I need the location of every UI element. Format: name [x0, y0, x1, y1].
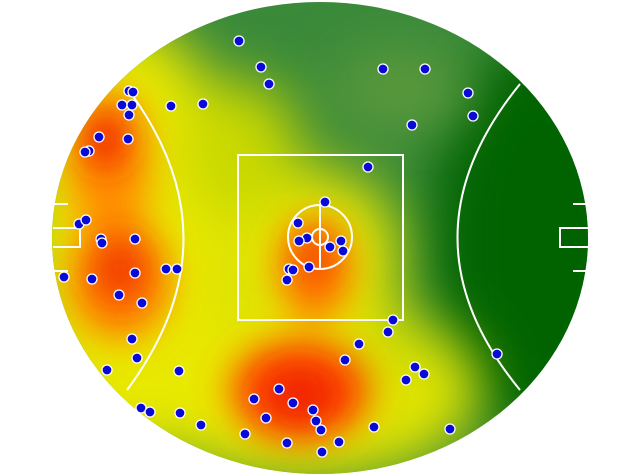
point [260, 412, 272, 424]
point [315, 424, 327, 436]
point [129, 267, 141, 279]
point [126, 333, 138, 345]
point [292, 217, 304, 229]
point [93, 131, 105, 143]
point [362, 161, 374, 173]
point [281, 274, 293, 286]
point [303, 261, 315, 273]
point [418, 368, 430, 380]
points [58, 35, 503, 458]
point [129, 233, 141, 245]
point [173, 365, 185, 377]
field-lines [53, 83, 588, 391]
point [281, 437, 293, 449]
point [126, 99, 138, 111]
point [127, 86, 139, 98]
point [287, 397, 299, 409]
point [339, 354, 351, 366]
point [319, 196, 331, 208]
point [387, 314, 399, 326]
point [444, 423, 456, 435]
point [316, 446, 328, 458]
point [80, 214, 92, 226]
point [86, 273, 98, 285]
point [144, 406, 156, 418]
point [324, 241, 336, 253]
point [368, 421, 380, 433]
point [239, 428, 251, 440]
point [293, 235, 305, 247]
point [353, 338, 365, 350]
point [96, 237, 108, 249]
point [491, 348, 503, 360]
point [174, 407, 186, 419]
point [160, 263, 172, 275]
point [197, 98, 209, 110]
point [233, 35, 245, 47]
point [195, 419, 207, 431]
point [467, 110, 479, 122]
point [123, 109, 135, 121]
point [409, 361, 421, 373]
point [307, 404, 319, 416]
point [263, 78, 275, 90]
point [165, 100, 177, 112]
point [58, 271, 70, 283]
point [287, 264, 299, 276]
point [255, 61, 267, 73]
point [377, 63, 389, 75]
point [113, 289, 125, 301]
point [116, 99, 128, 111]
point [382, 326, 394, 338]
point [131, 352, 143, 364]
point [419, 63, 431, 75]
point [273, 383, 285, 395]
point [337, 245, 349, 257]
point [101, 364, 113, 376]
point [136, 297, 148, 309]
point [462, 87, 474, 99]
point [333, 436, 345, 448]
point [79, 146, 91, 158]
point [406, 119, 418, 131]
point [335, 235, 347, 247]
point [122, 133, 134, 145]
point [248, 393, 260, 405]
point [400, 374, 412, 386]
point [171, 263, 183, 275]
point [135, 402, 147, 414]
point [310, 415, 322, 427]
